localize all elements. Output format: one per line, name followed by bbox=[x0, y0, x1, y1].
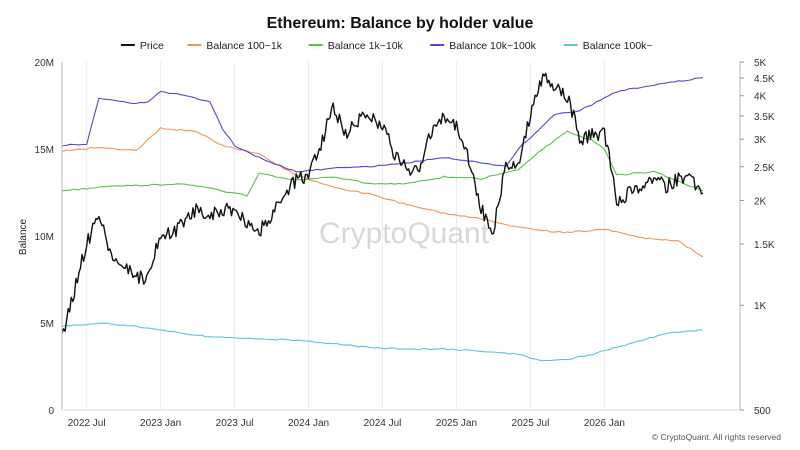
legend-label: Balance 100k~ bbox=[583, 40, 653, 52]
copyright: © CryptoQuant. All rights reserved bbox=[652, 432, 781, 442]
y-left-tick-label: 0 bbox=[48, 406, 54, 417]
x-tick-label: 2023 Jan bbox=[140, 418, 181, 429]
y-right-tick-label: 500 bbox=[754, 406, 771, 417]
y-left-tick-label: 10M bbox=[35, 232, 54, 243]
legend-item[interactable]: Balance 1k~10k bbox=[308, 40, 404, 52]
series-line-balance-1k-10k bbox=[61, 130, 704, 197]
watermark: CryptoQuant bbox=[319, 217, 490, 250]
y-right-tick-label: 3.5K bbox=[754, 112, 775, 123]
axes: 2022 Jul 2023 Jan 2023 Jul 2024 Jan 2024 Jul… bbox=[35, 58, 775, 429]
x-tick-label: 2024 Jul bbox=[364, 418, 402, 429]
series-line-balance-10k-100k bbox=[61, 77, 704, 173]
series-line-price bbox=[61, 72, 704, 334]
y-right-tick-label: 2.5K bbox=[754, 163, 775, 174]
chart-title: Ethereum: Balance by holder value bbox=[267, 15, 534, 32]
y-axis-label: Balance bbox=[18, 218, 29, 255]
y-right-tick-label: 4K bbox=[754, 92, 767, 103]
legend-label: Price bbox=[140, 40, 164, 52]
y-left-tick-label: 15M bbox=[35, 145, 54, 156]
x-tick-label: 2024 Jan bbox=[288, 418, 329, 429]
x-tick-label: 2026 Jan bbox=[584, 418, 625, 429]
y-left-tick-label: 5M bbox=[40, 319, 54, 330]
x-tick-label: 2025 Jul bbox=[512, 418, 550, 429]
series-line-balance-100-1k bbox=[61, 127, 704, 258]
y-right-tick-label: 2K bbox=[754, 196, 767, 207]
legend-item[interactable]: Balance 10k~100k bbox=[430, 40, 537, 52]
series-group bbox=[61, 72, 704, 362]
legend-label: Balance 1k~10k bbox=[328, 40, 404, 52]
legend: Price Balance 100~1k Balance 1k~10k Balance… bbox=[120, 40, 653, 52]
legend-label: Balance 10k~100k bbox=[449, 40, 536, 52]
y-right-tick-label: 1K bbox=[754, 301, 767, 312]
y-right-tick-label: 3K bbox=[754, 135, 767, 146]
x-tick-label: 2022 Jul bbox=[68, 418, 106, 429]
y-right-tick-label: 4.5K bbox=[754, 74, 775, 85]
series-line-balance-100k- bbox=[61, 322, 704, 362]
y-left-tick-label: 20M bbox=[35, 58, 54, 69]
y-right-tick-label: 1.5K bbox=[754, 240, 775, 251]
x-tick-label: 2023 Jul bbox=[216, 418, 254, 429]
legend-item[interactable]: Balance 100~1k bbox=[187, 40, 283, 52]
x-tick-label: 2025 Jan bbox=[436, 418, 477, 429]
legend-item[interactable]: Balance 100k~ bbox=[563, 40, 653, 52]
legend-label: Balance 100~1k bbox=[206, 40, 282, 52]
y-right-tick-label: 5K bbox=[754, 58, 767, 69]
legend-item[interactable]: Price bbox=[120, 40, 164, 52]
